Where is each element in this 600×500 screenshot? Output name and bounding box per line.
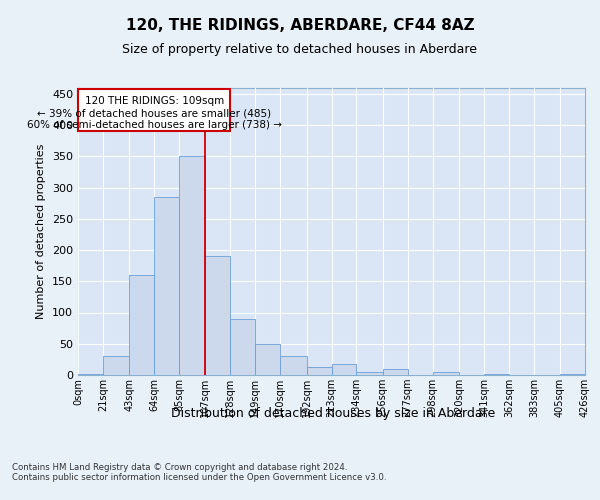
Text: 120 THE RIDINGS: 109sqm: 120 THE RIDINGS: 109sqm [85,96,224,106]
Text: Distribution of detached houses by size in Aberdare: Distribution of detached houses by size … [171,408,495,420]
Bar [179,156,205,375]
Bar [230,319,256,375]
Bar [433,372,459,375]
Y-axis label: Number of detached properties: Number of detached properties [37,144,46,319]
Text: 120, THE RIDINGS, ABERDARE, CF44 8AZ: 120, THE RIDINGS, ABERDARE, CF44 8AZ [125,18,475,32]
Bar [129,275,154,375]
Bar [383,369,407,375]
FancyBboxPatch shape [78,89,230,131]
Bar [78,374,103,375]
Text: ← 39% of detached houses are smaller (485): ← 39% of detached houses are smaller (48… [37,108,271,118]
Bar [256,344,280,375]
Bar [205,256,230,375]
Bar [560,374,585,375]
Text: 60% of semi-detached houses are larger (738) →: 60% of semi-detached houses are larger (… [26,120,281,130]
Bar [154,197,179,375]
Bar [307,367,331,375]
Bar [103,356,129,375]
Bar [280,356,307,375]
Bar [484,374,509,375]
Bar [356,372,383,375]
Bar [331,364,356,375]
Text: Contains HM Land Registry data © Crown copyright and database right 2024.
Contai: Contains HM Land Registry data © Crown c… [12,462,386,482]
Text: Size of property relative to detached houses in Aberdare: Size of property relative to detached ho… [122,42,478,56]
